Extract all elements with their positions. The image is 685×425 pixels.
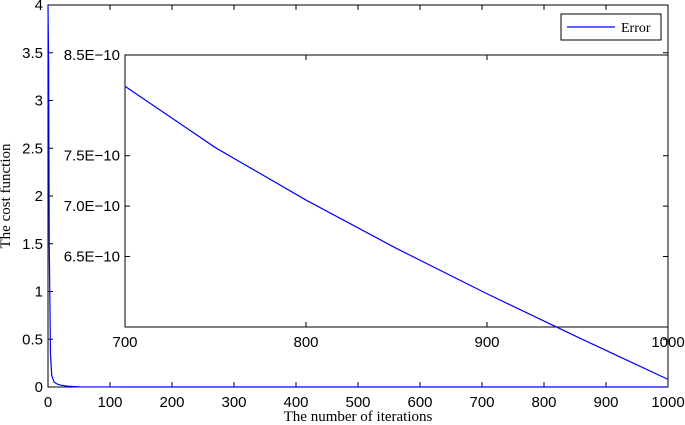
legend: Error — [560, 13, 662, 41]
inset-plot-frame — [124, 54, 669, 328]
inset-x-tick-label: 900 — [474, 334, 499, 351]
inset-series-line — [124, 85, 669, 380]
inset-x-tick-label: 1000 — [651, 334, 684, 351]
inset-y-tick-label: 6.5E−10 — [64, 248, 120, 265]
main-x-tick-label: 100 — [97, 394, 122, 411]
main-x-tick-label: 500 — [345, 394, 370, 411]
main-y-tick-label: 4 — [35, 0, 43, 14]
main-y-tick-label: 0.5 — [22, 331, 43, 348]
main-x-tick-label: 800 — [531, 394, 556, 411]
main-y-tick-label: 1.5 — [22, 236, 43, 253]
inset-x-tick-label: 700 — [112, 334, 137, 351]
main-y-tick-label: 3.5 — [22, 45, 43, 62]
x-axis-label: The number of iterations — [284, 409, 433, 425]
main-x-tick-label: 900 — [593, 394, 618, 411]
main-y-tick-label: 2 — [35, 188, 43, 205]
main-y-tick-label: 0 — [35, 379, 43, 396]
main-x-tick-label: 0 — [44, 394, 52, 411]
inset-x-tick-label: 800 — [293, 334, 318, 351]
y-axis-label: The cost function — [0, 143, 14, 248]
main-x-tick-label: 200 — [159, 394, 184, 411]
legend-label-error: Error — [621, 21, 651, 36]
inset-y-tick-label: 7.0E−10 — [64, 198, 120, 215]
main-x-tick-label: 1000 — [651, 394, 684, 411]
main-tick-labels: 0 100 200 300 400 500 600 700 800 900 1000 0 0.5 1 1.5… — [22, 0, 685, 411]
inset-y-tick-label: 7.5E−10 — [64, 148, 120, 165]
main-x-tick-label: 700 — [469, 394, 494, 411]
inset-tick-labels: 700 800 900 1000 6.5E−10 7.0E−10 7.5E−10 8.5E−1… — [64, 47, 685, 351]
main-y-tick-label: 3 — [35, 93, 43, 110]
main-x-tick-label: 600 — [407, 394, 432, 411]
main-series-line-error — [47, 4, 668, 388]
main-y-tick-label: 2.5 — [22, 140, 43, 157]
inset-y-tick-label: 8.5E−10 — [64, 47, 120, 64]
inset-axis-ticks — [124, 54, 669, 327]
main-x-tick-label: 400 — [283, 394, 308, 411]
main-y-tick-label: 1 — [35, 284, 43, 301]
main-x-tick-label: 300 — [221, 394, 246, 411]
